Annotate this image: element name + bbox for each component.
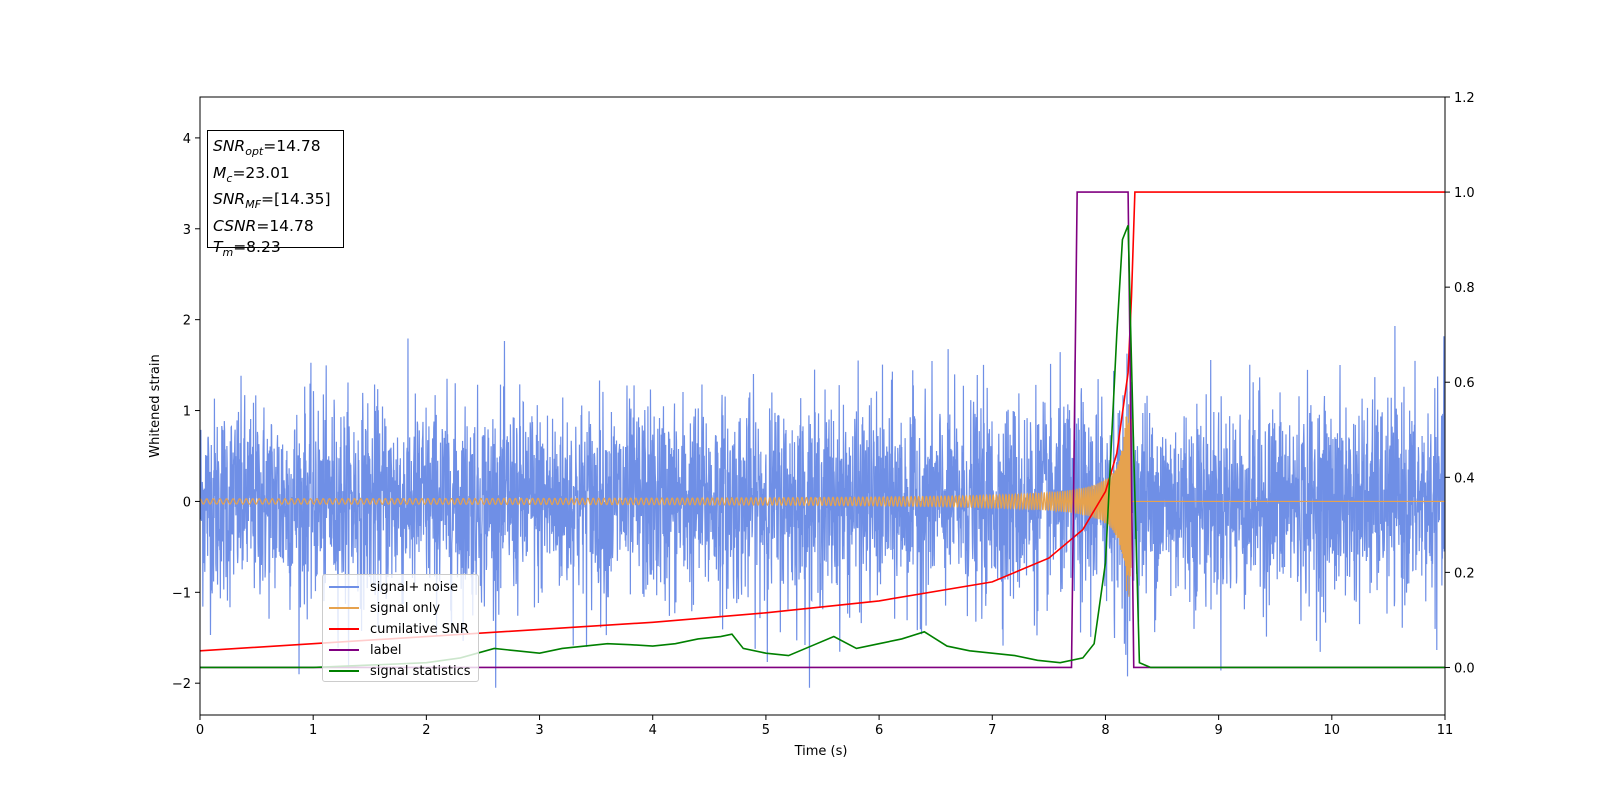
- series-signal-statistics-line: [200, 225, 1445, 669]
- series-layer: [200, 191, 1445, 688]
- y-right-tick-label: 0.0: [1454, 661, 1475, 676]
- x-axis-label: Time (s): [794, 744, 848, 759]
- legend-label-signal-statistics: signal statistics: [370, 663, 471, 679]
- y-left-tick-label: 2: [183, 314, 191, 329]
- x-tick-label: 3: [535, 723, 543, 738]
- legend: signal+ noise signal only cumilative SNR…: [322, 574, 479, 682]
- y-axis-right-ticks: 0.0 0.2 0.4 0.6 0.8 1.0 1.2: [1445, 91, 1475, 676]
- y-left-tick-label: −2: [172, 677, 191, 692]
- legend-label-signal-noise: signal+ noise: [370, 579, 459, 595]
- annotation-snr-mf: SNRMF=[14.35]: [213, 190, 331, 212]
- legend-item-signal-only: signal only: [329, 598, 440, 618]
- annotation-box: SNRopt=14.78 Mc=23.01 SNRMF=[14.35] CSNR…: [207, 130, 344, 259]
- x-tick-label: 8: [1101, 723, 1109, 738]
- x-tick-label: 7: [988, 723, 996, 738]
- legend-label-cumulative-snr: cumilative SNR: [370, 621, 469, 637]
- y-right-tick-label: 1.2: [1454, 91, 1475, 106]
- annotation-csnr: CSNR=14.78: [213, 217, 314, 236]
- legend-item-signal-noise: signal+ noise: [329, 577, 458, 597]
- annotation-snr-opt: SNRopt=14.78: [213, 137, 321, 159]
- y-left-tick-label: 0: [183, 495, 191, 510]
- x-tick-label: 5: [762, 723, 770, 738]
- plot-frame: [199, 96, 1446, 716]
- x-tick-label: 10: [1324, 723, 1341, 738]
- legend-label-label: label: [370, 642, 402, 658]
- plot-area: [200, 191, 1445, 688]
- x-tick-label: 6: [875, 723, 883, 738]
- x-axis-ticks: 0 1 2 3 4 5 6 7 8 9 10 11: [196, 715, 1453, 738]
- legend-item-label: label: [329, 640, 401, 660]
- x-tick-label: 4: [649, 723, 657, 738]
- x-tick-label: 1: [309, 723, 317, 738]
- legend-swatch-cumulative-snr: [329, 628, 359, 630]
- y-right-tick-label: 0.8: [1454, 281, 1475, 296]
- y-right-tick-label: 1.0: [1454, 186, 1475, 201]
- y-left-tick-label: 4: [183, 132, 191, 147]
- y-axis-left-ticks: −2 −1 0 1 2 3 4: [172, 132, 200, 692]
- y-left-tick-label: 1: [183, 405, 191, 420]
- legend-swatch-signal-statistics: [329, 670, 359, 672]
- legend-swatch-signal-only: [329, 607, 359, 609]
- legend-item-cumulative-snr: cumilative SNR: [329, 619, 469, 639]
- series-signal-only-line: [200, 402, 1445, 597]
- y-axis-label: Whitened strain: [148, 354, 163, 457]
- y-left-tick-label: 3: [183, 223, 191, 238]
- legend-swatch-signal-noise: [329, 586, 359, 588]
- y-right-tick-label: 0.4: [1454, 471, 1475, 486]
- x-tick-label: 0: [196, 723, 204, 738]
- x-tick-label: 9: [1214, 723, 1222, 738]
- y-right-tick-label: 0.2: [1454, 566, 1475, 581]
- y-left-tick-label: −1: [172, 586, 191, 601]
- x-tick-label: 2: [422, 723, 430, 738]
- annotation-mc: Mc=23.01: [213, 163, 290, 185]
- legend-label-signal-only: signal only: [370, 600, 441, 616]
- annotation-tm: Tm=8.23: [213, 237, 281, 259]
- y-right-tick-label: 0.6: [1454, 376, 1475, 391]
- legend-swatch-label: [329, 649, 359, 651]
- legend-item-signal-statistics: signal statistics: [329, 661, 471, 681]
- x-tick-label: 11: [1437, 723, 1454, 738]
